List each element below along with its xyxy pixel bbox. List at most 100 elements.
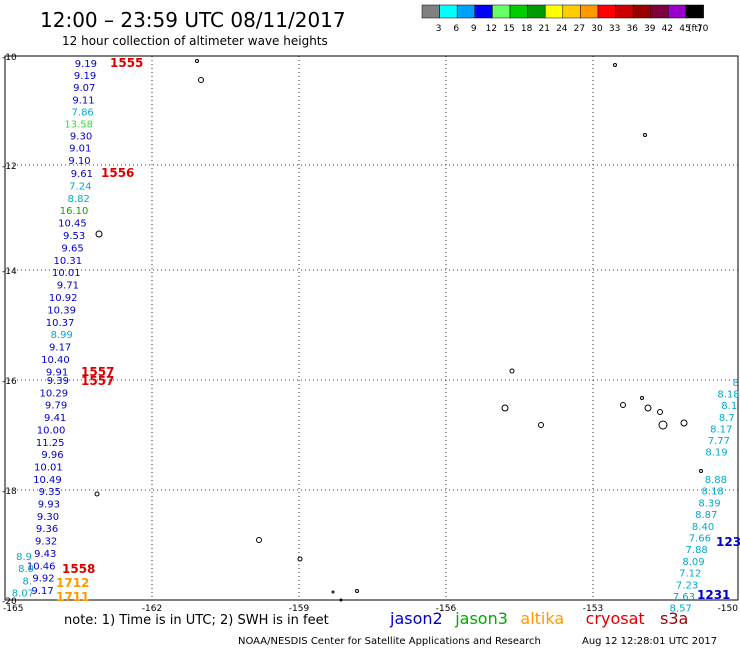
- island-outline: [501, 404, 509, 412]
- island-outline: [613, 63, 617, 67]
- plot-frame: [4, 55, 739, 601]
- latitude-label: -12: [2, 162, 17, 172]
- wave-height-label: 9.30: [70, 132, 92, 143]
- wave-height-label: 9.61: [71, 169, 93, 180]
- legend-swatch-18: [509, 4, 528, 19]
- wave-height-label: 9.30: [37, 512, 59, 523]
- wave-height-label: 10.29: [39, 388, 68, 399]
- legend-swatch-39: [632, 4, 652, 19]
- footer-timestamp: Aug 12 12:28:01 UTC 2017: [582, 636, 717, 647]
- island-outline: [538, 422, 544, 428]
- wave-height-label: 9.92: [32, 574, 54, 585]
- wave-height-label: 10.31: [54, 256, 83, 267]
- legend-swatch-24: [544, 4, 564, 19]
- longitude-label: -150: [718, 604, 739, 614]
- legend-swatch-30: [580, 4, 599, 19]
- legend-label-6: 6: [453, 24, 459, 34]
- map-title: 12:00 – 23:59 UTC 08/11/2017: [40, 8, 346, 32]
- wave-height-label: 9.41: [44, 413, 66, 424]
- legend-label-15: 15: [503, 24, 514, 34]
- legend-label-24: 24: [556, 24, 568, 34]
- island-outline: [699, 469, 703, 473]
- wave-height-label: 16.10: [60, 206, 89, 217]
- satellite-legend-cryosat: cryosat: [586, 609, 645, 628]
- wave-height-label: 9.65: [61, 243, 83, 254]
- pass-number-label: 1557: [81, 374, 114, 388]
- legend-label-27: 27: [574, 24, 585, 34]
- pass-number-label: 1711: [56, 590, 89, 604]
- legend-swatch-3: [421, 4, 440, 19]
- latitude-label: -10: [2, 53, 17, 63]
- island-outline: [640, 396, 644, 400]
- footer-note: note: 1) Time is in UTC; 2) SWH is in fe…: [64, 613, 329, 628]
- wave-height-label: 8.1: [721, 401, 737, 412]
- wave-height-label: 9.17: [31, 586, 53, 597]
- pass-number-label: 1558: [62, 562, 95, 576]
- wave-height-label: 8.07: [12, 589, 34, 600]
- pass-number-label: 1555: [110, 56, 143, 70]
- legend-label-33: 33: [609, 24, 620, 34]
- legend-swatch-9: [456, 4, 476, 19]
- pass-number-label: 1712: [56, 576, 89, 590]
- wave-height-label: 8.17: [710, 424, 732, 435]
- legend-swatch-12: [474, 4, 493, 19]
- wave-height-label: 9.19: [74, 71, 96, 82]
- wave-height-label: 7.63: [673, 592, 695, 603]
- legend-label-30: 30: [591, 24, 603, 34]
- longitude-label: -159: [289, 604, 310, 614]
- legend-swatch-36: [615, 4, 634, 19]
- legend-label-42: 42: [662, 24, 673, 34]
- pass-number-label: 1556: [101, 166, 134, 180]
- wave-height-label: 9.96: [41, 450, 63, 461]
- legend-label-12: 12: [486, 24, 497, 34]
- wave-height-label: 8.9: [16, 552, 32, 563]
- wave-height-label: 9.53: [63, 231, 85, 242]
- wave-height-label: 9.36: [36, 524, 58, 535]
- pass-number-label: 1557: [81, 365, 114, 379]
- satellite-legend-jason2: jason2: [389, 609, 443, 628]
- longitude-label: -162: [142, 604, 162, 614]
- wave-height-label: 10.01: [34, 462, 63, 473]
- wave-height-label: 8.87: [695, 510, 717, 521]
- legend-swatch-42: [650, 4, 669, 19]
- legend-label-39: 39: [644, 24, 656, 34]
- legend-label-45: 45: [679, 24, 690, 34]
- wave-height-label: 9.35: [39, 487, 61, 498]
- wave-height-label: 9.91: [46, 367, 68, 378]
- wave-height-label: 9.01: [69, 144, 91, 155]
- wave-height-label: 8.18: [702, 487, 724, 498]
- legend-swatch-33: [597, 4, 616, 19]
- wave-height-label: 8.: [732, 378, 740, 389]
- island-outline: [195, 59, 199, 63]
- legend-label-9: 9: [471, 24, 477, 34]
- wave-height-label: 10.40: [41, 355, 70, 366]
- pass-number-label: 1231: [697, 588, 730, 602]
- wave-height-label: 9.19: [75, 59, 97, 70]
- wave-height-label: 10.92: [49, 293, 78, 304]
- wave-height-label: 8.82: [68, 194, 90, 205]
- satellite-tracks: 9.199.199.079.117.8613.589.309.019.109.6…: [12, 59, 740, 615]
- wave-height-label: 13.58: [64, 120, 93, 131]
- legend-label-36: 36: [626, 24, 638, 34]
- wave-height-label: 8.09: [682, 557, 704, 568]
- wave-height-label: 10.39: [47, 305, 76, 316]
- island-outline: [94, 491, 100, 497]
- satellite-legend-jason3: jason3: [454, 609, 508, 628]
- island-outline: [198, 77, 204, 83]
- footer-credit: NOAA/NESDIS Center for Satellite Applica…: [238, 636, 541, 647]
- wave-height-label: 10.37: [46, 318, 75, 329]
- legend-swatch-21: [527, 4, 546, 19]
- wave-height-label: 9.11: [72, 95, 94, 106]
- legend-swatch-45: [668, 4, 687, 19]
- pass-number-label: 123: [716, 535, 740, 549]
- satellite-legend-s3a: s3a: [660, 609, 688, 628]
- wave-height-label: 7.86: [72, 107, 94, 118]
- wave-height-label: 9.17: [49, 343, 71, 354]
- wave-height-label: 8.88: [705, 475, 727, 486]
- wave-height-label: 10.46: [27, 561, 56, 572]
- wave-height-label: 8.0: [18, 564, 34, 575]
- longitude-label: -153: [583, 604, 603, 614]
